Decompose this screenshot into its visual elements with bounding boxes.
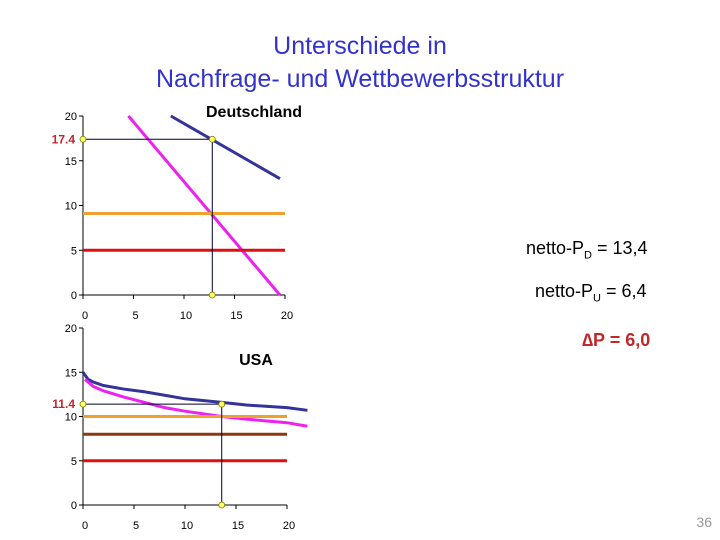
x-tick-label: 20 (283, 520, 295, 532)
series-demand_lower (127, 115, 282, 296)
marked-y-label: 17.4 (52, 132, 76, 146)
chart-title: USA (239, 352, 273, 369)
y-tick-label: 10 (65, 201, 77, 213)
y-tick-label: 0 (71, 290, 77, 302)
x-tick-label: 10 (180, 310, 192, 322)
series-demand_upper (170, 114, 281, 180)
marker-point (208, 135, 216, 143)
pd-prefix: netto-P (526, 238, 585, 258)
netto-pu-label: netto-PU = 6,4 (535, 281, 647, 305)
marker-point (208, 291, 216, 299)
slide-title: Unterschiede in Nachfrage- und Wettbewer… (0, 30, 720, 96)
y-tick-label: 20 (65, 111, 77, 123)
page-number: 36 (696, 514, 712, 530)
y-tick-label: 15 (65, 367, 77, 379)
y-tick-label: 0 (71, 500, 77, 512)
pu-value: = 6,4 (601, 281, 647, 301)
series-demand_upper (81, 371, 308, 412)
y-tick-label: 5 (71, 456, 77, 468)
chart-title: Deutschland (206, 104, 302, 121)
x-tick-label: 15 (230, 310, 242, 322)
x-tick-label: 20 (281, 310, 293, 322)
marker-point (218, 400, 226, 408)
delta-p-label: ∆P = 6,0 (582, 330, 651, 350)
marker-point (79, 400, 87, 408)
x-tick-label: 5 (132, 310, 138, 322)
x-tick-label: 15 (232, 520, 244, 532)
y-tick-label: 10 (65, 412, 77, 424)
netto-pd-label: netto-PD = 13,4 (526, 238, 648, 262)
x-tick-label: 5 (133, 520, 139, 532)
pd-value: = 13,4 (592, 238, 648, 258)
y-tick-label: 15 (65, 156, 77, 168)
pd-sub: D (584, 249, 592, 262)
marker-point (218, 501, 226, 509)
x-tick-label: 0 (82, 310, 88, 322)
series-demand_lower (84, 378, 308, 428)
title-line-2: Nachfrage- und Wettbewerbsstruktur (155, 65, 565, 93)
x-tick-label: 10 (181, 520, 193, 532)
title-line-1: Unterschiede in (273, 32, 447, 60)
y-tick-label: 5 (71, 245, 77, 257)
pu-sub: U (593, 292, 601, 305)
pu-prefix: netto-P (535, 281, 594, 301)
marker-point (79, 135, 87, 143)
x-tick-label: 0 (82, 520, 88, 532)
y-tick-label: 20 (65, 323, 77, 335)
marked-y-label: 11.4 (52, 397, 75, 411)
